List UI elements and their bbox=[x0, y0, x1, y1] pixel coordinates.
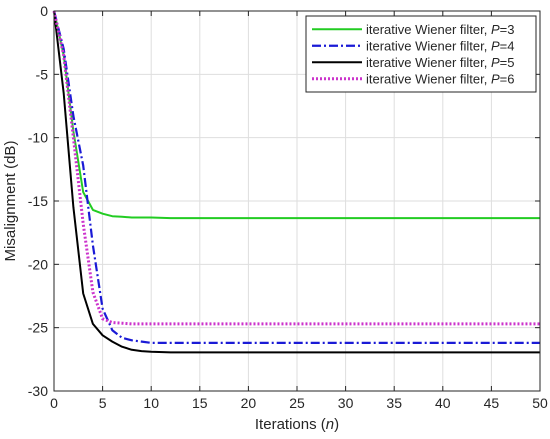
x-axis-label-text: Iterations ( bbox=[255, 416, 326, 433]
x-tick-label: 50 bbox=[532, 395, 548, 411]
y-tick-label: -30 bbox=[28, 383, 48, 399]
legend-label-3: iterative Wiener filter, P=5 bbox=[366, 55, 515, 70]
x-axis-label-variable: n bbox=[326, 416, 334, 433]
series-line-3 bbox=[53, 10, 540, 354]
x-tick-label: 20 bbox=[241, 395, 257, 411]
x-tick-label: 10 bbox=[143, 395, 159, 411]
series-line-1 bbox=[53, 10, 540, 220]
x-tick-label: 35 bbox=[386, 395, 402, 411]
x-tick-label: 25 bbox=[289, 395, 305, 411]
x-tick-label: 40 bbox=[435, 395, 451, 411]
y-tick-label: -25 bbox=[28, 320, 48, 336]
legend-label-4: iterative Wiener filter, P=6 bbox=[366, 71, 515, 86]
y-tick-label: -20 bbox=[28, 256, 48, 272]
x-axis-label-end: ) bbox=[334, 416, 339, 433]
series-line-2 bbox=[52, 10, 540, 344]
x-tick-label: 30 bbox=[338, 395, 354, 411]
series-line-4 bbox=[52, 10, 540, 326]
x-tick-label: 5 bbox=[99, 395, 107, 411]
x-axis-label: Iterations (n) bbox=[255, 416, 339, 433]
x-tick-label: 45 bbox=[484, 395, 500, 411]
axis-ticks: 0 5 10 15 20 25 30 35 40 45 50 0 -5 -10 -15 -20 -25 -30 bbox=[28, 3, 548, 411]
legend-label-1: iterative Wiener filter, P=3 bbox=[366, 22, 515, 37]
series-lines bbox=[52, 10, 540, 354]
y-tick-label: -10 bbox=[28, 130, 48, 146]
y-axis-label: Misalignment (dB) bbox=[2, 141, 19, 262]
legend-label-2: iterative Wiener filter, P=4 bbox=[366, 38, 515, 53]
y-tick-label: -5 bbox=[36, 66, 49, 82]
x-tick-label: 15 bbox=[192, 395, 208, 411]
y-tick-label: 0 bbox=[40, 3, 48, 19]
y-tick-label: -15 bbox=[28, 193, 48, 209]
x-tick-label: 0 bbox=[50, 395, 58, 411]
